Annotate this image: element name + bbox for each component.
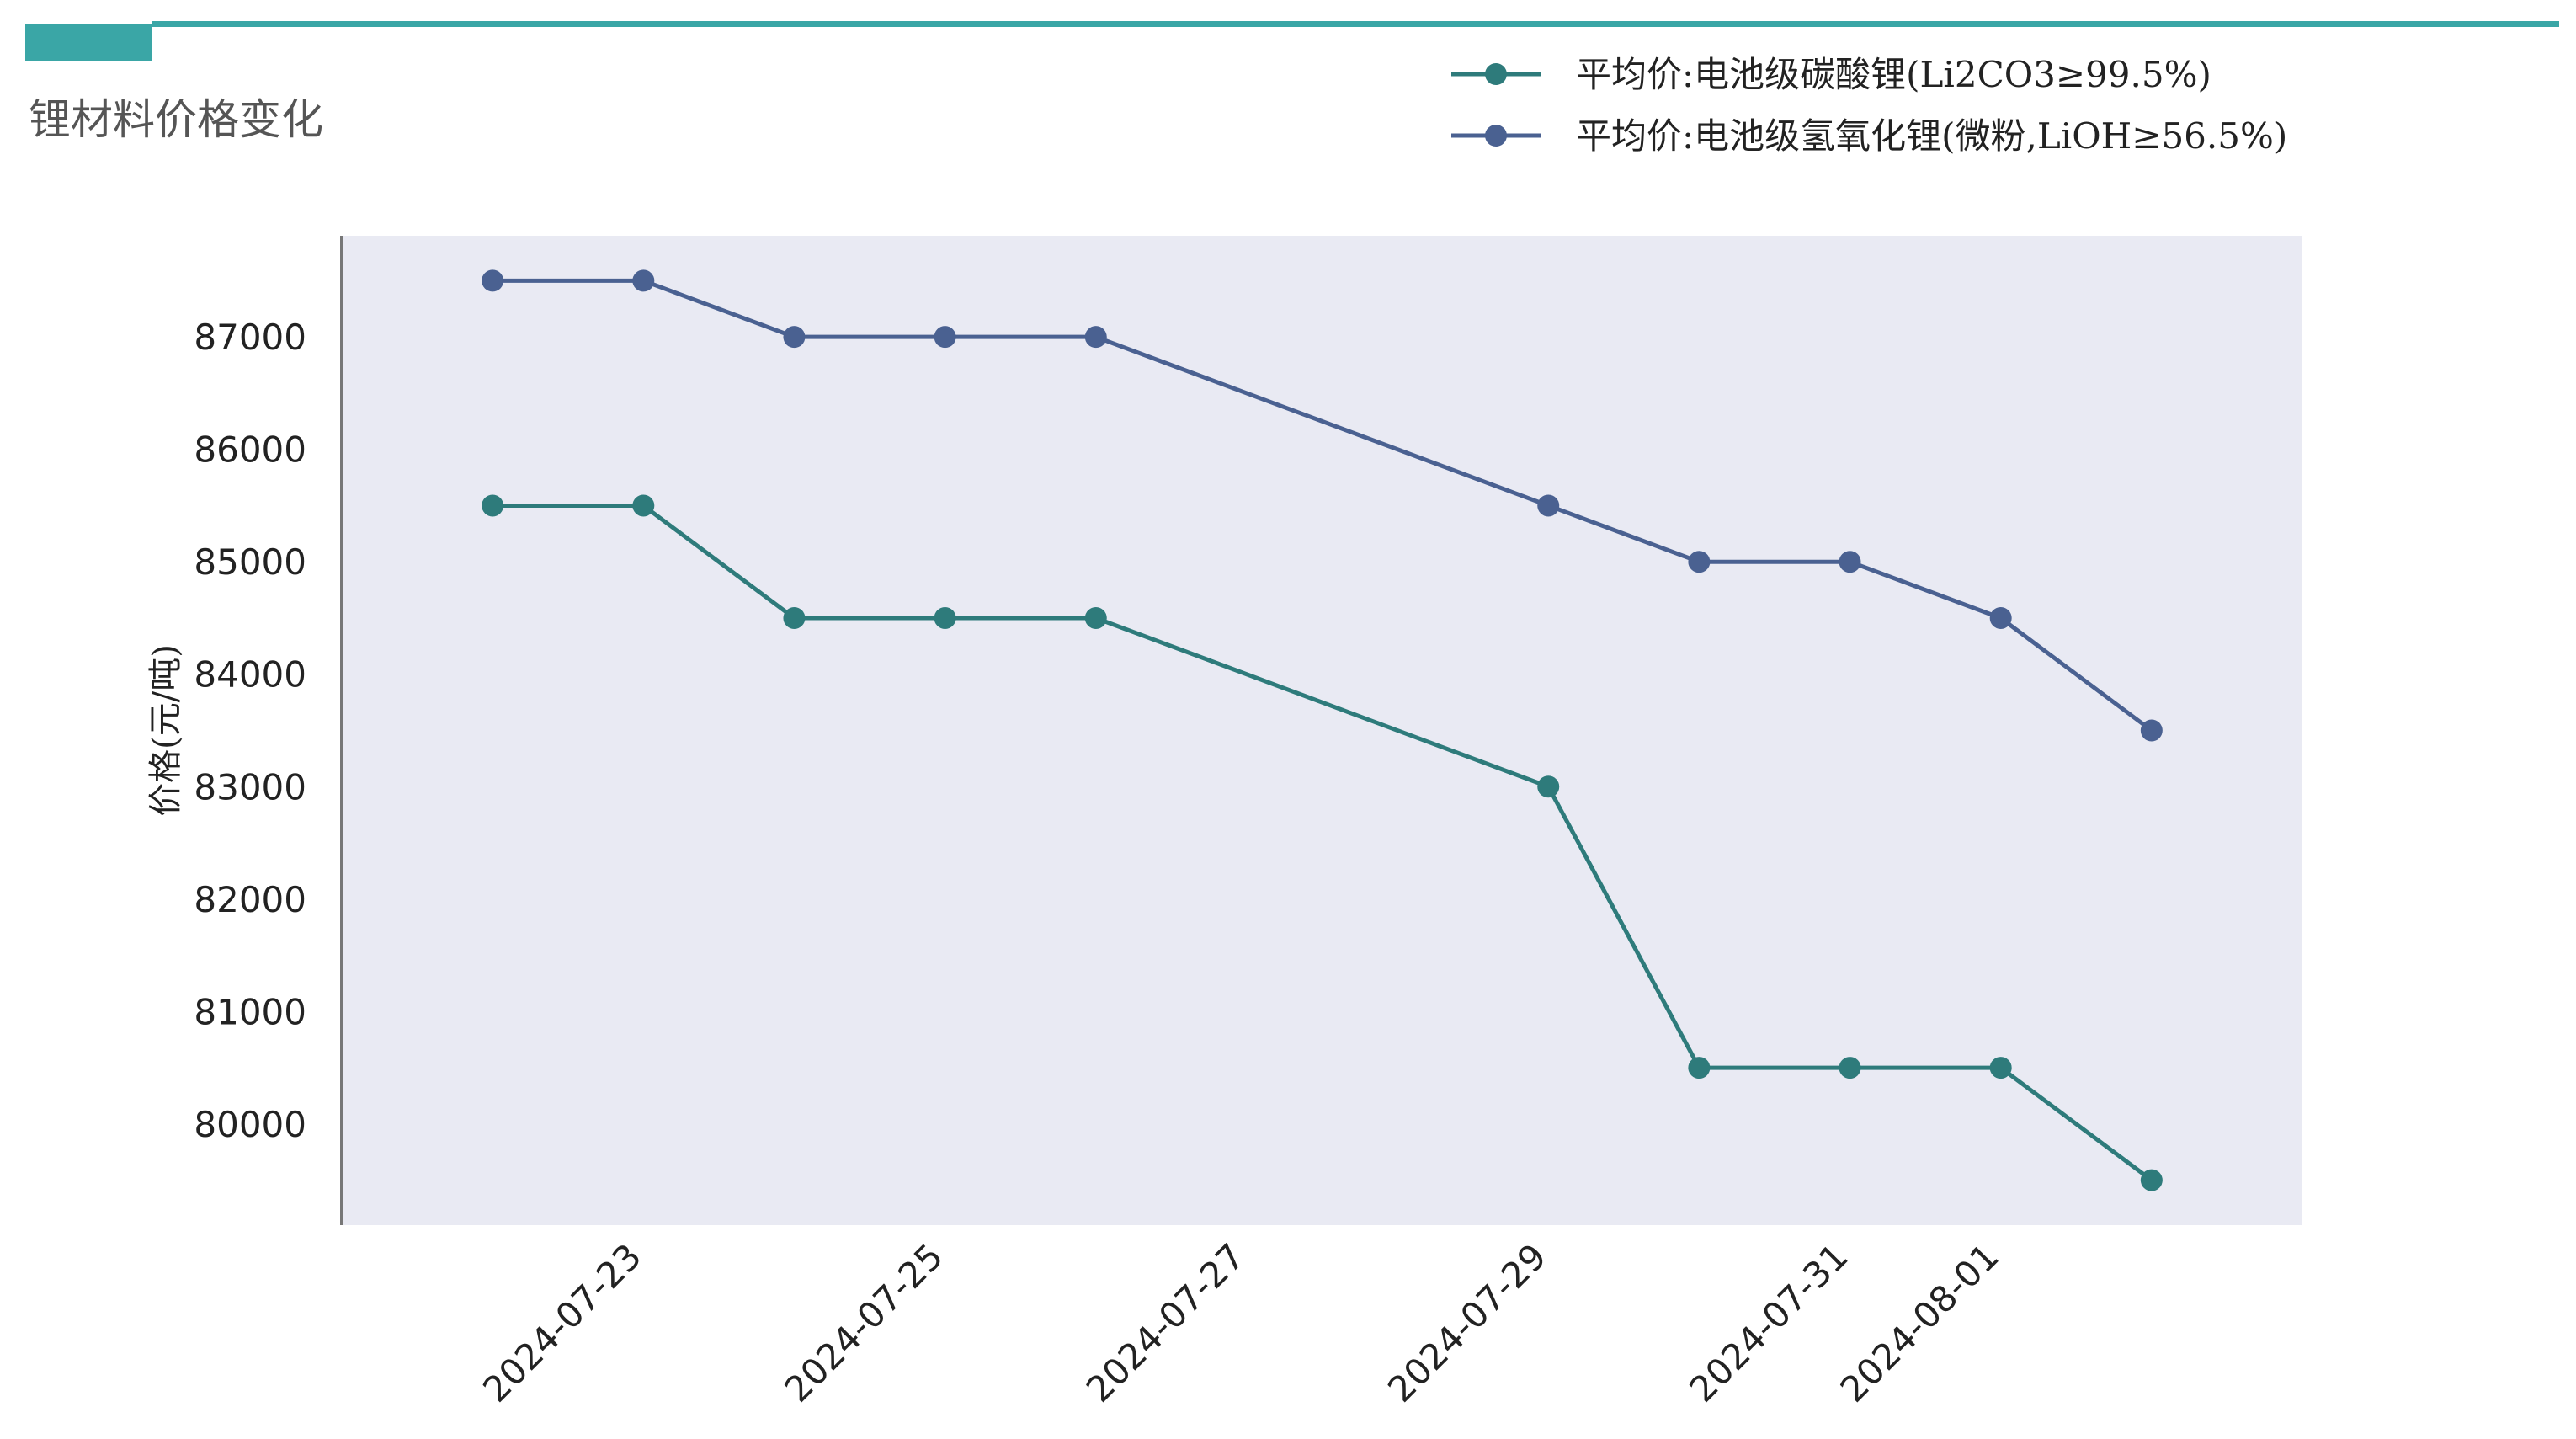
data-point xyxy=(1688,551,1711,573)
data-point xyxy=(1989,1057,2012,1079)
page-title: 锂材料价格变化 xyxy=(29,95,323,144)
legend: 平均价:电池级碳酸锂(Li2CO3≥99.5%) 平均价:电池级氢氧化锂(微粉,L… xyxy=(1451,54,2287,157)
y-tick-label: 82000 xyxy=(194,879,306,920)
data-point xyxy=(632,269,655,292)
data-point xyxy=(783,326,806,349)
y-tick-label: 87000 xyxy=(194,317,306,358)
data-point xyxy=(934,326,956,349)
data-point xyxy=(2140,1169,2163,1191)
y-tick-label: 84000 xyxy=(194,654,306,696)
data-point xyxy=(1084,606,1107,629)
legend-marker xyxy=(1485,125,1507,147)
data-point xyxy=(1537,494,1560,517)
series-layer xyxy=(482,269,2163,1191)
data-point xyxy=(934,606,956,629)
data-point xyxy=(1839,1057,1861,1079)
x-tick-label: 2024-07-29 xyxy=(1380,1235,1554,1410)
x-tick-label: 2024-07-23 xyxy=(475,1235,649,1410)
data-point xyxy=(482,494,504,517)
title-accent-block xyxy=(25,24,152,61)
data-point xyxy=(632,494,655,517)
y-axis-ticks: 80000 81000 82000 83000 84000 85000 86000 87000 xyxy=(194,317,306,1145)
series-2 xyxy=(482,269,2163,742)
x-tick-label: 2024-07-31 xyxy=(1681,1235,1855,1410)
y-tick-label: 85000 xyxy=(194,541,306,583)
legend-item: 平均价:电池级碳酸锂(Li2CO3≥99.5%) xyxy=(1451,54,2211,95)
y-tick-label: 80000 xyxy=(194,1104,306,1145)
data-point xyxy=(1084,326,1107,349)
legend-marker xyxy=(1485,63,1507,85)
title-rule xyxy=(152,21,2559,27)
x-axis-ticks: 2024-07-23 2024-07-25 2024-07-27 2024-07-29… xyxy=(475,1235,2007,1410)
data-point xyxy=(1839,551,1861,573)
legend-item: 平均价:电池级氢氧化锂(微粉,LiOH≥56.5%) xyxy=(1451,115,2287,157)
series-line xyxy=(492,278,2153,733)
legend-label: 平均价:电池级碳酸锂(Li2CO3≥99.5%) xyxy=(1576,54,2211,95)
series-line xyxy=(492,503,2153,1182)
data-point xyxy=(783,606,806,629)
data-point xyxy=(1989,606,2012,629)
data-point xyxy=(2140,719,2163,742)
x-tick-label: 2024-07-27 xyxy=(1078,1235,1253,1410)
y-tick-label: 83000 xyxy=(194,766,306,807)
y-axis-label: 价格(元/吨) xyxy=(146,644,185,817)
y-tick-label: 86000 xyxy=(194,429,306,471)
x-tick-label: 2024-07-25 xyxy=(776,1235,950,1410)
data-point xyxy=(482,269,504,292)
y-tick-label: 81000 xyxy=(194,991,306,1032)
data-point xyxy=(1537,775,1560,798)
plot-area xyxy=(342,236,2302,1225)
data-point xyxy=(1688,1057,1711,1079)
x-tick-label: 2024-08-01 xyxy=(1833,1235,2007,1410)
series-1 xyxy=(482,494,2163,1191)
legend-label: 平均价:电池级氢氧化锂(微粉,LiOH≥56.5%) xyxy=(1576,115,2287,157)
